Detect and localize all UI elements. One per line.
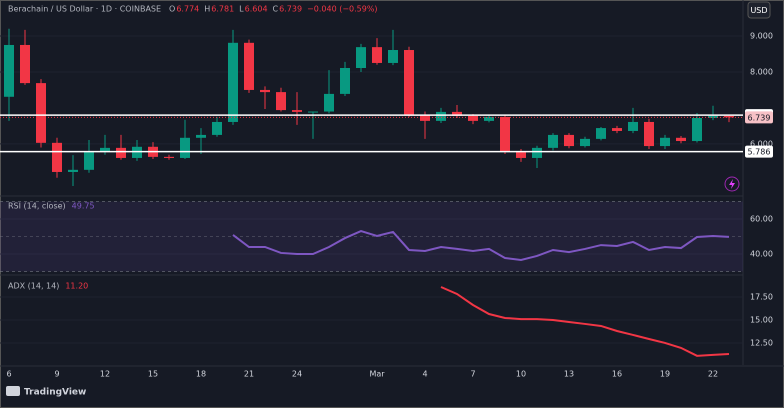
candle-body: [660, 137, 670, 147]
candle-body: [324, 93, 334, 112]
symbol: Berachain / US Dollar · 1D · COINBASE: [8, 5, 161, 14]
alert-bolt: [729, 179, 735, 189]
candle-body: [484, 116, 494, 121]
candle-body: [388, 50, 398, 63]
y-tick-label: 15.00: [750, 315, 773, 324]
candle-body: [676, 137, 686, 142]
candle-body: [468, 115, 478, 121]
candle-body: [436, 111, 446, 121]
x-tick-label: 15: [148, 370, 158, 379]
candle-body: [420, 114, 430, 121]
candle-body: [276, 92, 286, 111]
y-tick-label: 60.00: [750, 214, 773, 223]
x-tick-label: 4: [422, 370, 427, 379]
candle-body: [516, 151, 526, 158]
y-tick-label: 17.50: [750, 293, 773, 302]
indicator-title: RSI (14, close): [8, 202, 66, 211]
change: −0.040 (−0.59%): [307, 5, 378, 14]
candle-body: [644, 121, 654, 147]
x-tick-label: 12: [100, 370, 110, 379]
x-tick-label: 9: [54, 370, 59, 379]
band: [0, 201, 743, 272]
brand-logo: [6, 386, 20, 396]
indicator-line: [232, 230, 730, 261]
candle-body: [84, 151, 94, 170]
candle-body: [244, 42, 254, 90]
candle-body: [52, 142, 62, 172]
y-tick-label: 6.000: [750, 139, 773, 148]
candle-body: [196, 134, 206, 138]
x-tick-label: 18: [196, 370, 206, 379]
last-price-label: 6.739: [748, 113, 771, 122]
ohlc-value: 6.604: [245, 5, 268, 14]
candle-body: [452, 111, 462, 116]
last-price-box: [745, 111, 773, 124]
candle-body: [132, 146, 142, 158]
ohlc-label: L: [239, 5, 244, 14]
candle-body: [308, 111, 318, 113]
x-tick-label: 22: [708, 370, 718, 379]
candle-body: [100, 147, 110, 152]
ohlc-label: H: [204, 5, 210, 14]
x-tick-label: 6: [6, 370, 11, 379]
candle-body: [724, 116, 734, 118]
candle-body: [36, 83, 46, 143]
x-tick-label: 21: [244, 370, 254, 379]
candle-body: [404, 50, 414, 115]
x-tick-label: 13: [564, 370, 574, 379]
y-tick-label: 40.00: [750, 249, 773, 258]
candle-body: [260, 89, 270, 93]
candle-body: [228, 42, 238, 122]
x-tick-label: 10: [516, 370, 526, 379]
x-tick-label: 19: [660, 370, 670, 379]
candle-body: [164, 156, 174, 158]
candle-body: [500, 116, 510, 152]
candle-body: [356, 47, 366, 68]
alert-icon[interactable]: [724, 176, 740, 192]
candle-body: [532, 147, 542, 158]
x-tick-label: 16: [612, 370, 622, 379]
candle-body: [180, 137, 190, 158]
ohlc-label: O: [169, 5, 175, 14]
ohlc-value: 6.781: [211, 5, 234, 14]
ohlc-value: 6.774: [176, 5, 199, 14]
candle-body: [68, 169, 78, 172]
candle-body: [20, 44, 30, 84]
indicator-value: 11.20: [65, 282, 88, 291]
brand: TradingView: [24, 388, 86, 398]
indicator-value: 49.75: [72, 202, 95, 211]
candle-body: [372, 47, 382, 63]
candle-body: [548, 134, 558, 148]
candle-body: [692, 118, 702, 142]
candle-body: [708, 115, 718, 119]
x-tick-label: 24: [292, 370, 302, 379]
candle-body: [4, 44, 14, 97]
candle-body: [580, 138, 590, 147]
candle-body: [292, 110, 302, 112]
candle-body: [564, 134, 574, 147]
candle-body: [596, 128, 606, 139]
candle-body: [612, 128, 622, 131]
ohlc-label: C: [273, 5, 279, 14]
y-tick-label: 9.000: [750, 31, 773, 40]
candle-body: [116, 147, 126, 158]
currency-box[interactable]: [747, 1, 771, 19]
ohlc-value: 6.739: [279, 5, 302, 14]
price-box: [745, 145, 773, 158]
indicator-title: ADX (14, 14): [8, 282, 59, 291]
candle-body: [628, 121, 638, 131]
y-tick-label: 8.000: [750, 67, 773, 76]
candle-body: [340, 67, 350, 94]
candle-body: [212, 121, 222, 135]
indicator-line: [440, 286, 730, 357]
x-tick-label: 7: [470, 370, 475, 379]
currency[interactable]: USD: [750, 6, 767, 15]
price-box-label: 5.786: [748, 148, 771, 157]
x-tick-label: Mar: [369, 370, 385, 379]
y-tick-label: 12.50: [750, 338, 773, 347]
